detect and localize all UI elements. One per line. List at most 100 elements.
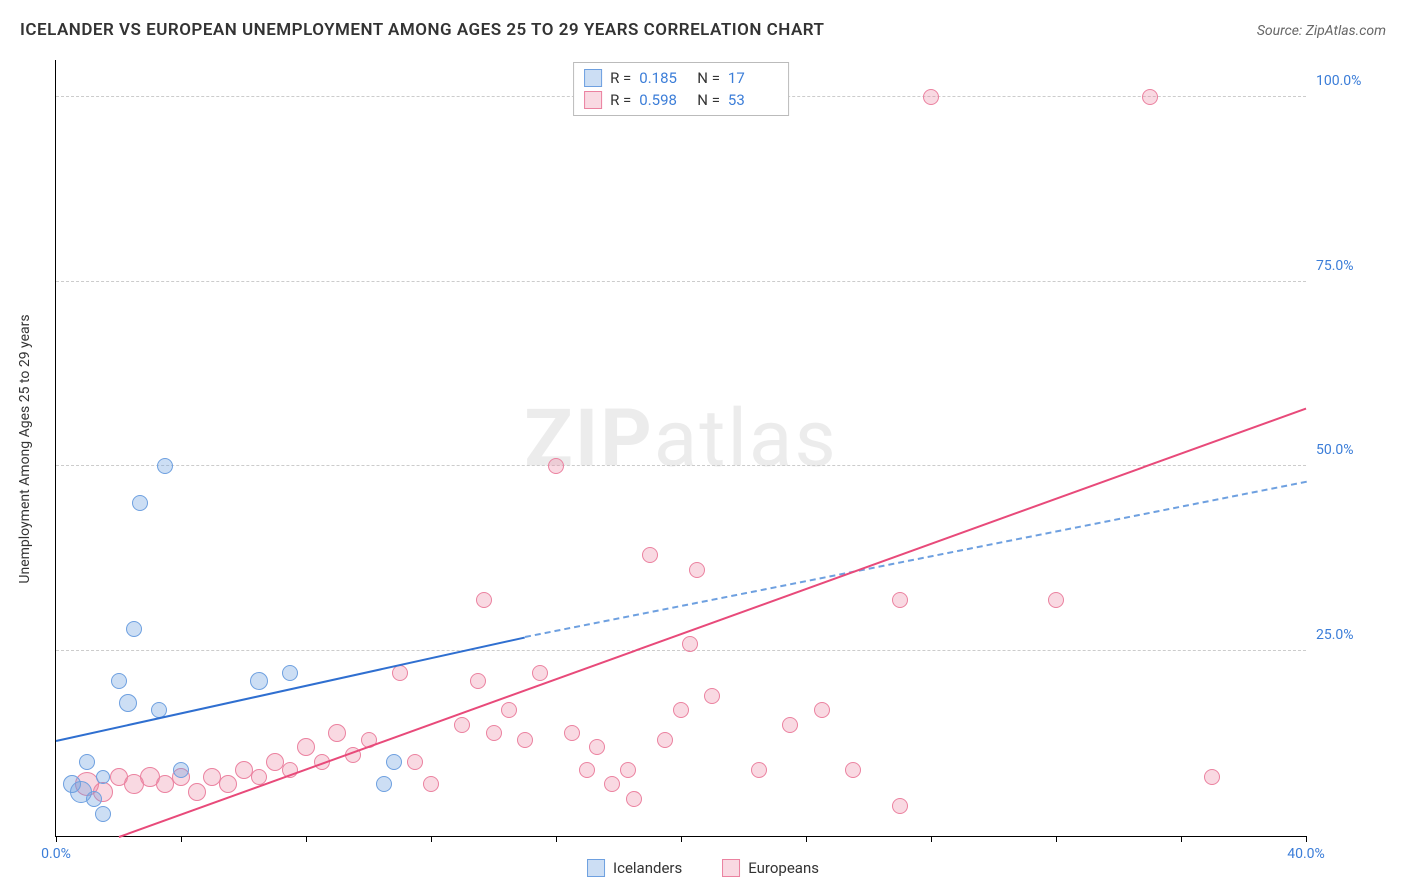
europeans-point <box>392 665 408 681</box>
x-tick <box>306 836 307 842</box>
source-attribution: Source: ZipAtlas.com <box>1257 23 1386 39</box>
europeans-point <box>589 739 605 755</box>
icelanders-trend-dashed <box>525 481 1307 638</box>
icelanders-point <box>157 458 173 474</box>
europeans-swatch-icon <box>722 859 740 877</box>
legend-row-icelanders: R = 0.185 N = 17 <box>584 67 778 89</box>
europeans-point <box>548 458 564 474</box>
europeans-point <box>689 562 705 578</box>
x-tick-label: 40.0% <box>1287 846 1325 862</box>
europeans-point <box>704 688 720 704</box>
legend-label: Icelanders <box>613 859 682 877</box>
icelanders-point <box>386 754 402 770</box>
icelanders-swatch-icon <box>584 69 602 87</box>
europeans-point <box>501 702 517 718</box>
europeans-point <box>407 754 423 770</box>
europeans-point <box>532 665 548 681</box>
r-value: 0.598 <box>639 91 689 109</box>
europeans-point <box>642 547 658 563</box>
y-tick-label: 100.0% <box>1316 73 1376 89</box>
x-tick <box>1056 836 1057 842</box>
icelanders-point <box>282 665 298 681</box>
x-tick <box>556 836 557 842</box>
icelanders-point <box>173 762 189 778</box>
europeans-point <box>657 732 673 748</box>
n-value: 17 <box>728 69 778 87</box>
europeans-point <box>845 762 861 778</box>
europeans-point <box>423 776 439 792</box>
watermark: ZIPatlas <box>524 392 837 486</box>
r-value: 0.185 <box>639 69 689 87</box>
europeans-point <box>892 798 908 814</box>
icelanders-point <box>86 791 102 807</box>
legend-label: Europeans <box>748 859 819 877</box>
europeans-point <box>188 783 206 801</box>
legend-row-europeans: R = 0.598 N = 53 <box>584 89 778 111</box>
europeans-point <box>782 717 798 733</box>
n-value: 53 <box>728 91 778 109</box>
x-tick <box>56 836 57 842</box>
grid-line <box>56 465 1306 466</box>
europeans-point <box>604 776 620 792</box>
icelanders-point <box>250 672 268 690</box>
grid-line <box>56 650 1306 651</box>
x-tick <box>806 836 807 842</box>
icelanders-point <box>126 621 142 637</box>
legend-item-europeans: Europeans <box>722 859 819 877</box>
europeans-point <box>751 762 767 778</box>
x-tick-label: 0.0% <box>41 846 71 862</box>
y-tick-label: 75.0% <box>1316 258 1376 274</box>
x-tick <box>931 836 932 842</box>
x-tick <box>431 836 432 842</box>
europeans-point <box>1204 769 1220 785</box>
europeans-point <box>814 702 830 718</box>
r-label: R = <box>610 69 631 87</box>
europeans-point <box>454 717 470 733</box>
europeans-point <box>564 725 580 741</box>
correlation-legend: R = 0.185 N = 17 R = 0.598 N = 53 <box>573 62 789 116</box>
europeans-point <box>626 791 642 807</box>
europeans-point <box>682 636 698 652</box>
europeans-point <box>620 762 636 778</box>
y-tick-label: 25.0% <box>1316 627 1376 643</box>
europeans-point <box>923 89 939 105</box>
europeans-point <box>266 753 284 771</box>
y-tick-label: 50.0% <box>1316 442 1376 458</box>
icelanders-point <box>79 754 95 770</box>
chart-container: Unemployment Among Ages 25 to 29 years Z… <box>50 60 1386 837</box>
icelanders-point <box>376 776 392 792</box>
europeans-point <box>1048 592 1064 608</box>
scatter-plot-area: ZIPatlas R =0.185N =17R =0.598N =53 25.0… <box>55 60 1306 837</box>
icelanders-swatch-icon <box>587 859 605 877</box>
europeans-point <box>579 762 595 778</box>
icelanders-point <box>95 806 111 822</box>
icelanders-point <box>132 495 148 511</box>
x-tick <box>681 836 682 842</box>
x-tick <box>1306 836 1307 842</box>
europeans-point <box>235 761 253 779</box>
icelanders-point <box>96 770 110 784</box>
europeans-point <box>1142 89 1158 105</box>
x-tick <box>181 836 182 842</box>
icelanders-point <box>111 673 127 689</box>
chart-title: ICELANDER VS EUROPEAN UNEMPLOYMENT AMONG… <box>20 20 825 40</box>
europeans-point <box>328 724 346 742</box>
legend-item-icelanders: Icelanders <box>587 859 682 877</box>
icelanders-point <box>119 694 137 712</box>
europeans-point <box>892 592 908 608</box>
grid-line <box>56 281 1306 282</box>
europeans-point <box>517 732 533 748</box>
europeans-point <box>470 673 486 689</box>
n-label: N = <box>697 91 720 109</box>
x-tick <box>1181 836 1182 842</box>
europeans-swatch-icon <box>584 91 602 109</box>
n-label: N = <box>697 69 720 87</box>
europeans-point <box>673 702 689 718</box>
y-axis-label: Unemployment Among Ages 25 to 29 years <box>17 314 33 583</box>
europeans-point <box>486 725 502 741</box>
europeans-point <box>476 592 492 608</box>
europeans-trend <box>118 407 1306 838</box>
series-legend: Icelanders Europeans <box>587 859 819 877</box>
europeans-point <box>297 738 315 756</box>
r-label: R = <box>610 91 631 109</box>
